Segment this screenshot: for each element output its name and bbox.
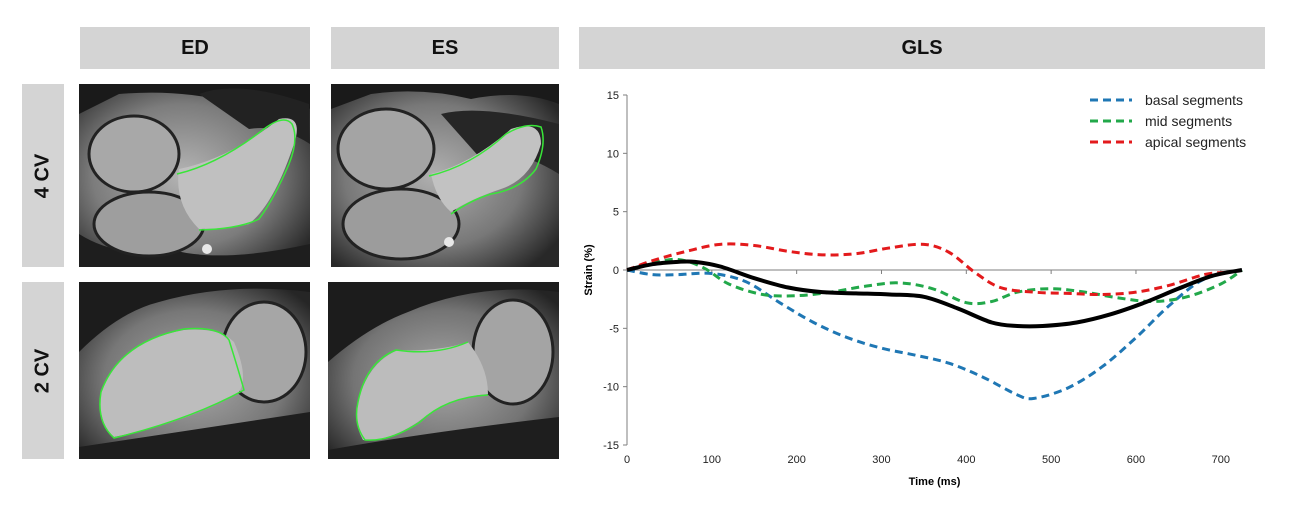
y-tick-label: 10 [607,148,619,160]
chart-series [626,242,1243,401]
row-header-2cv: 2 CV [22,282,64,459]
mri-4cv-es-image [331,84,559,267]
y-tick-label: 0 [613,265,619,277]
lv-contour-4cv-ed [176,119,296,231]
lv-contour-2cv-es [355,341,489,441]
mri-2cv-es-image [328,282,559,459]
x-tick-label: 600 [1127,454,1145,466]
mri-2cv-ed-image [79,282,310,459]
series-line-apical-segments [626,242,1226,297]
x-tick-label: 300 [872,454,890,466]
header-ed-label: ED [181,36,209,59]
x-tick-label: 100 [703,454,721,466]
header-ed: ED [80,27,310,69]
row-header-4cv: 4 CV [22,84,64,267]
y-tick-label: 15 [607,90,619,102]
x-axis-label: Time (ms) [909,476,961,488]
y-tick-label: -10 [603,382,619,394]
y-tick-label: -5 [609,323,619,335]
y-tick-label: -15 [603,440,619,452]
x-tick-label: 700 [1212,454,1230,466]
legend-label-mid-segments: mid segments [1145,113,1232,129]
lv-contour-2cv-ed [99,327,245,439]
series-line-basal-segments [626,268,1243,401]
x-tick-label: 200 [787,454,805,466]
mri-4cv-ed-image [79,84,310,267]
gls-strain-chart: 15 10 5 0 -5 -10 -15 0 100 200 300 400 500 600 700 bas… [583,90,1246,488]
header-gls: GLS [579,27,1265,69]
header-gls-label: GLS [901,36,943,59]
chart-legend: basal segments mid segments apical segment… [1090,92,1246,150]
series-line-global [626,259,1243,329]
y-axis-label: Strain (%) [583,244,595,296]
series-line-mid-segments [626,257,1243,306]
legend-label-basal-segments: basal segments [1145,92,1243,108]
legend-label-apical-segments: apical segments [1145,134,1246,150]
x-tick-label: 500 [1042,454,1060,466]
x-tick-label: 400 [957,454,975,466]
row-header-4cv-label: 4 CV [31,153,54,198]
x-tick-label: 0 [624,454,630,466]
y-tick-label: 5 [613,207,619,219]
header-es-label: ES [431,36,459,59]
header-es: ES [331,27,559,69]
lv-contour-4cv-es [428,124,544,215]
row-header-2cv-label: 2 CV [31,348,54,393]
